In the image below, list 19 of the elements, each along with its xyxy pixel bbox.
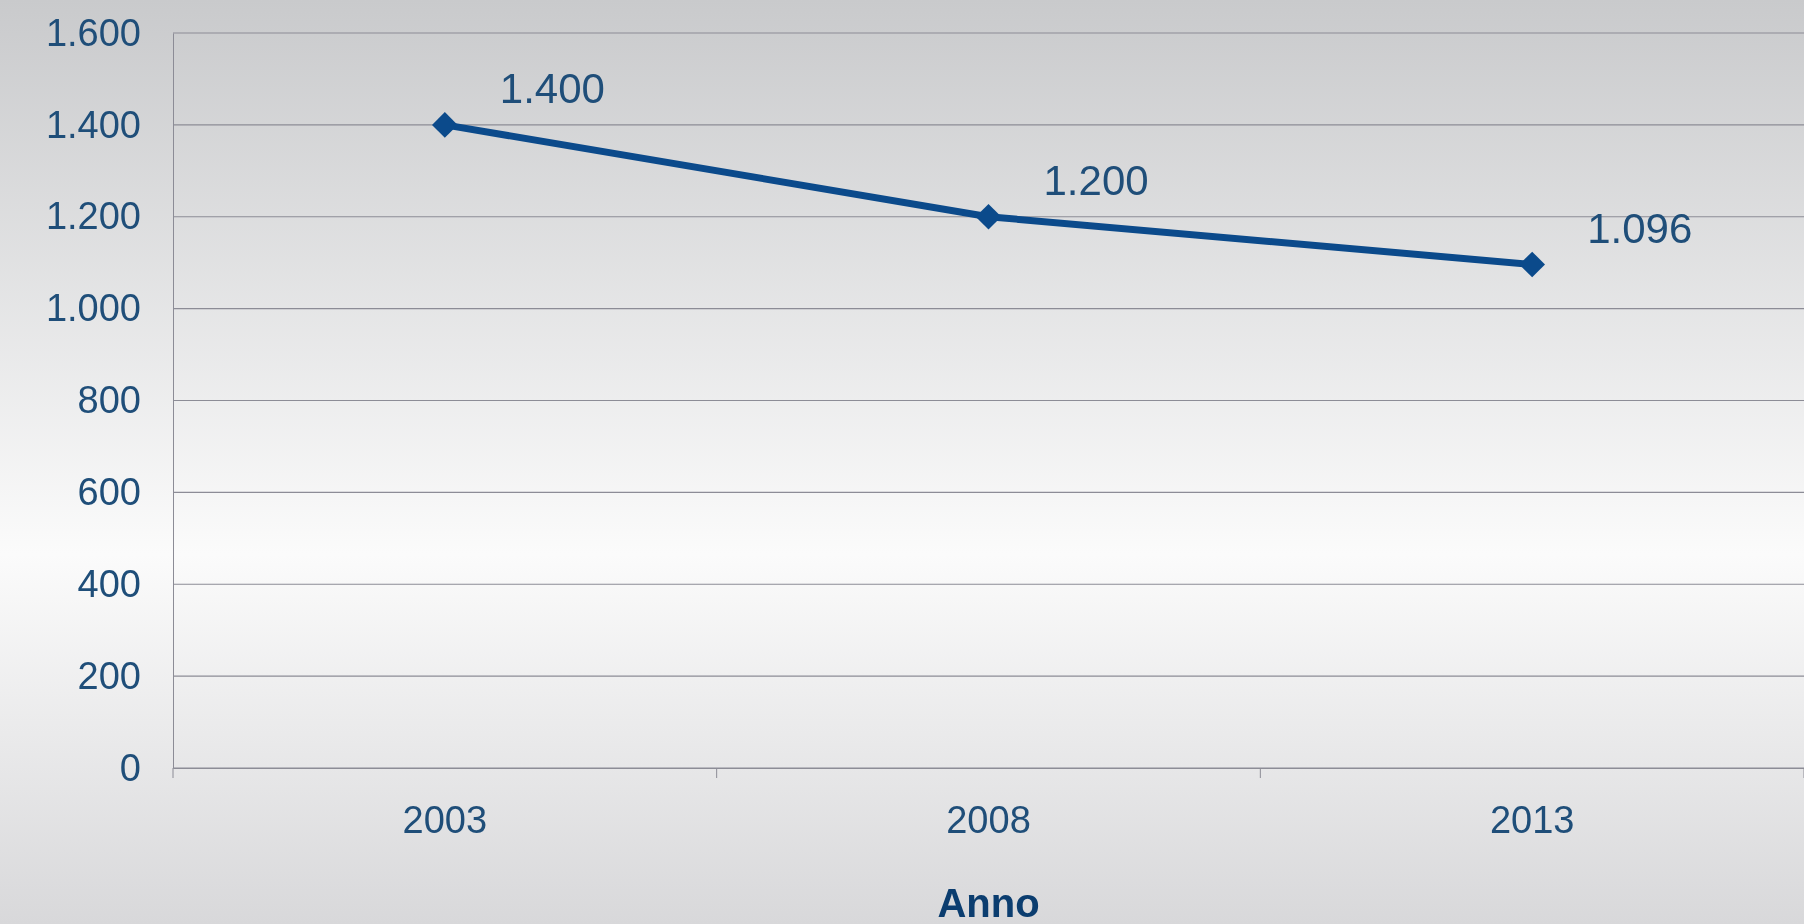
y-tick-label: 0 (119, 746, 141, 789)
y-tick-label: 1.200 (45, 195, 141, 238)
y-tick-label: 200 (77, 654, 141, 697)
point (432, 112, 458, 138)
data-label: 1.200 (1043, 156, 1149, 204)
y-tick-label: 1.400 (45, 103, 141, 146)
x-tick-label: 2008 (946, 798, 1031, 841)
x-tick-label: 2003 (402, 798, 488, 841)
x-axis-title: Anno (937, 881, 1040, 924)
y-tick-label: 600 (77, 471, 141, 514)
point (975, 203, 1002, 230)
y-tick-label: 1.000 (45, 287, 141, 330)
y-tick-label: 1.600 (45, 11, 141, 54)
point (1519, 251, 1545, 278)
data-label: 1.400 (499, 64, 605, 112)
data-label: 1.096 (1587, 204, 1693, 252)
y-tick-label: 400 (77, 562, 141, 605)
x-tick-label: 2013 (1489, 798, 1575, 841)
y-tick-label: 800 (77, 379, 141, 422)
